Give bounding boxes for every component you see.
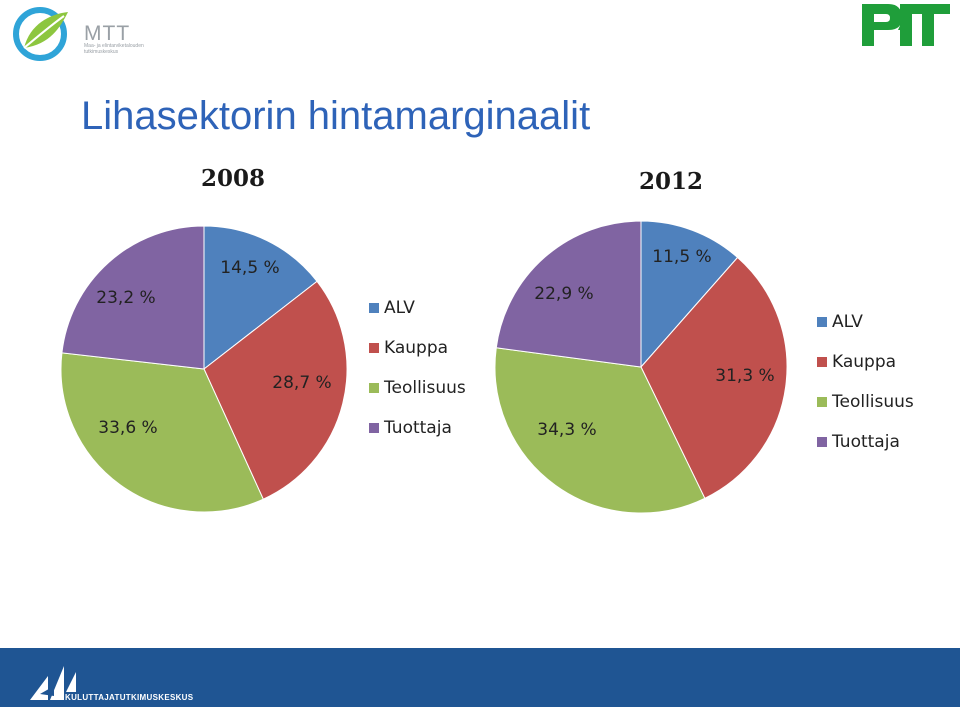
mtt-logo-subtitle: Maa- ja elintarviketalouden tutkimuskesk…	[84, 43, 144, 55]
mtt-logo: MTT Maa- ja elintarviketalouden tutkimus…	[10, 4, 150, 62]
legend-label-tuottaja: Tuottaja	[832, 432, 900, 452]
data-label-tuottaja: 23,2 %	[96, 288, 155, 308]
legend-label-teollisuus: Teollisuus	[832, 392, 914, 412]
legend-item-teollisuus: Teollisuus	[369, 368, 466, 408]
legend-label-alv: ALV	[384, 298, 415, 318]
legend-item-tuottaja: Tuottaja	[817, 422, 914, 462]
data-label-kauppa: 31,3 %	[715, 366, 774, 386]
legend-label-kauppa: Kauppa	[384, 338, 449, 358]
data-label-kauppa: 28,7 %	[272, 373, 331, 393]
footer-bar: KULUTTAJATUTKIMUSKESKUS	[0, 648, 960, 707]
chart-title-2008: 2008	[201, 165, 266, 192]
legend-swatch	[817, 317, 827, 327]
leaf-logo-icon	[13, 7, 68, 61]
legend-swatch	[369, 383, 379, 393]
pie-slice-teollisuus	[494, 347, 706, 514]
legend-swatch	[817, 357, 827, 367]
legend-label-alv: ALV	[832, 312, 863, 332]
legend-swatch	[817, 437, 827, 447]
legend-2008: ALV Kauppa Teollisuus Tuottaja	[369, 288, 466, 448]
pie-slice-kauppa	[203, 280, 348, 500]
pie-slice-tuottaja	[61, 225, 205, 370]
legend-item-alv: ALV	[369, 288, 466, 328]
legend-swatch	[369, 343, 379, 353]
data-label-tuottaja: 22,9 %	[534, 284, 593, 304]
data-label-alv: 11,5 %	[652, 247, 711, 267]
sail-logo-icon	[30, 666, 76, 700]
legend-item-alv: ALV	[817, 302, 914, 342]
legend-item-kauppa: Kauppa	[817, 342, 914, 382]
footer-brand-text: KULUTTAJATUTKIMUSKESKUS	[65, 693, 194, 702]
legend-item-tuottaja: Tuottaja	[369, 408, 466, 448]
legend-item-kauppa: Kauppa	[369, 328, 466, 368]
slide-title: Lihasektorin hintamarginaalit	[81, 94, 591, 138]
chart-title-2012: 2012	[639, 168, 704, 195]
legend-label-tuottaja: Tuottaja	[384, 418, 452, 438]
pie-slice-alv	[640, 220, 739, 369]
pie-slice-tuottaja	[495, 220, 642, 368]
legend-swatch	[369, 303, 379, 313]
legend-swatch	[369, 423, 379, 433]
pie-slice-teollisuus	[60, 352, 264, 513]
ptt-logo-icon	[862, 4, 950, 46]
legend-swatch	[817, 397, 827, 407]
legend-2012: ALV Kauppa Teollisuus Tuottaja	[817, 302, 914, 462]
data-label-alv: 14,5 %	[220, 258, 279, 278]
data-label-teollisuus: 33,6 %	[98, 418, 157, 438]
legend-label-teollisuus: Teollisuus	[384, 378, 466, 398]
legend-item-teollisuus: Teollisuus	[817, 382, 914, 422]
mtt-logo-text: MTT	[84, 22, 131, 45]
legend-label-kauppa: Kauppa	[832, 352, 897, 372]
data-label-teollisuus: 34,3 %	[537, 420, 596, 440]
pie-slice-kauppa	[640, 256, 788, 499]
pie-slice-alv	[203, 225, 318, 371]
